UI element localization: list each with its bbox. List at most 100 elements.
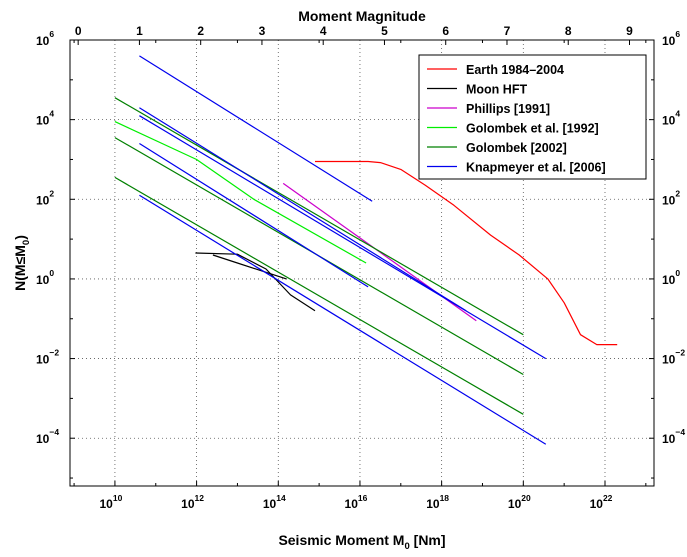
- y-tick-base: 10: [36, 353, 50, 367]
- y-axis-title-sub: 0: [21, 240, 32, 245]
- y-tick-base: 10: [36, 193, 50, 207]
- x-axis-title-suffix: [Nm]: [410, 532, 446, 548]
- y-axis-title: N(M≤M0): [12, 235, 32, 291]
- legend: Earth 1984–2004 Moon HFT Phillips [1991] Go…: [418, 54, 647, 180]
- x-tick-exponent: 20: [521, 493, 531, 503]
- y-tick-exponent: 4: [49, 109, 54, 119]
- legend-label-1: Earth 1984–2004: [466, 63, 564, 77]
- y-tick-exponent: 0: [49, 268, 54, 278]
- series-4-line-1: [114, 121, 367, 264]
- y-tick-exponent: 6: [675, 29, 680, 39]
- y-tick-label-right: 104: [662, 109, 680, 128]
- x-tick-label: 1010: [100, 493, 123, 511]
- y-tick-label-right: 100: [662, 268, 680, 287]
- x-axis-title: Seismic Moment M0 [Nm]: [278, 532, 445, 552]
- series-6-line-5: [139, 107, 467, 312]
- y-tick-base: 10: [36, 273, 50, 287]
- series-2-line-2: [212, 254, 287, 280]
- y-tick-base: 10: [662, 114, 676, 128]
- y-tick-base: 10: [662, 353, 676, 367]
- x-tick-label: 1012: [181, 493, 204, 511]
- y-tick-base: 10: [36, 34, 50, 48]
- y-tick-label-right: 10−2: [662, 348, 685, 367]
- top-tick-label: 4: [320, 24, 327, 38]
- y-tick-base: 10: [36, 114, 50, 128]
- y-axis-title-main: N(M≤M: [12, 245, 28, 291]
- y-tick-label-left: 102: [36, 188, 54, 207]
- y-tick-base: 10: [662, 193, 676, 207]
- y-tick-base: 10: [662, 432, 676, 446]
- top-tick-label: 1: [136, 24, 143, 38]
- x-tick-base: 10: [181, 497, 195, 511]
- x-axis-title-sub: 0: [404, 541, 409, 552]
- x-tick-base: 10: [100, 497, 114, 511]
- legend-box: [418, 54, 647, 180]
- y-tick-exponent: −2: [49, 348, 59, 358]
- y-tick-exponent: −2: [675, 348, 685, 358]
- ticks: [70, 39, 654, 486]
- x-tick-exponent: 18: [440, 493, 450, 503]
- y-tick-exponent: 4: [675, 109, 680, 119]
- series-6-line-2: [139, 115, 547, 360]
- y-tick-base: 10: [662, 273, 676, 287]
- series-6: [139, 55, 547, 445]
- top-tick-label: 2: [197, 24, 204, 38]
- series-1-line-1: [315, 160, 618, 346]
- legend-label-4: Golombek et al. [1992]: [466, 122, 599, 136]
- x-tick-label: 1016: [345, 493, 368, 511]
- x-tick-exponent: 14: [276, 493, 286, 503]
- x-tick-exponent: 12: [195, 493, 205, 503]
- y-tick-label-left: 10−4: [36, 427, 59, 446]
- x-tick-exponent: 16: [358, 493, 368, 503]
- y-tick-base: 10: [36, 432, 50, 446]
- top-tick-label: 7: [504, 24, 511, 38]
- x-tick-base: 10: [263, 497, 277, 511]
- plot-frame: [69, 39, 655, 487]
- series-2: [195, 252, 316, 312]
- y-tick-label-right: 10−4: [662, 427, 685, 446]
- legend-label-5: Golombek [2002]: [466, 141, 567, 155]
- series-4: [114, 121, 367, 264]
- y-axis-title-suffix: ): [12, 235, 28, 240]
- y-tick-label-left: 106: [36, 29, 54, 48]
- y-tick-exponent: 2: [675, 188, 680, 198]
- y-tick-label-right: 102: [662, 188, 680, 207]
- x-tick-exponent: 22: [603, 493, 613, 503]
- x-tick-label: 1022: [590, 493, 613, 511]
- x-tick-label: 1018: [426, 493, 449, 511]
- y-tick-exponent: 2: [49, 188, 54, 198]
- x-tick-base: 10: [508, 497, 522, 511]
- top-tick-label: 9: [626, 24, 633, 38]
- y-tick-label-left: 10−2: [36, 348, 59, 367]
- x-tick-base: 10: [345, 497, 359, 511]
- top-axis-title: Moment Magnitude: [298, 8, 426, 24]
- x-tick-base: 10: [590, 497, 604, 511]
- legend-label-2: Moon HFT: [466, 83, 527, 97]
- legend-label-6: Knapmeyer et al. [2006]: [466, 161, 606, 175]
- series-layer: [114, 55, 618, 445]
- y-tick-exponent: −4: [49, 427, 59, 437]
- top-tick-label: 6: [442, 24, 449, 38]
- y-tick-exponent: 0: [675, 268, 680, 278]
- series-1: [315, 160, 618, 346]
- x-tick-exponent: 10: [113, 493, 123, 503]
- top-tick-label: 5: [381, 24, 388, 38]
- x-tick-label: 1014: [263, 493, 286, 511]
- y-tick-label-right: 106: [662, 29, 680, 48]
- series-5-line-1: [114, 97, 524, 336]
- top-tick-label: 8: [565, 24, 572, 38]
- series-2-line-1: [195, 252, 316, 312]
- y-tick-base: 10: [662, 34, 676, 48]
- series-6-line-1: [139, 55, 373, 202]
- y-tick-exponent: 6: [49, 29, 54, 39]
- series-5-line-3: [114, 176, 524, 415]
- series-6-line-3: [139, 142, 369, 288]
- x-axis-title-main: Seismic Moment M: [278, 532, 404, 548]
- y-tick-label-left: 104: [36, 109, 54, 128]
- y-tick-exponent: −4: [675, 427, 685, 437]
- x-tick-label: 1020: [508, 493, 531, 511]
- top-tick-label: 0: [75, 24, 82, 38]
- y-tick-label-left: 100: [36, 268, 54, 287]
